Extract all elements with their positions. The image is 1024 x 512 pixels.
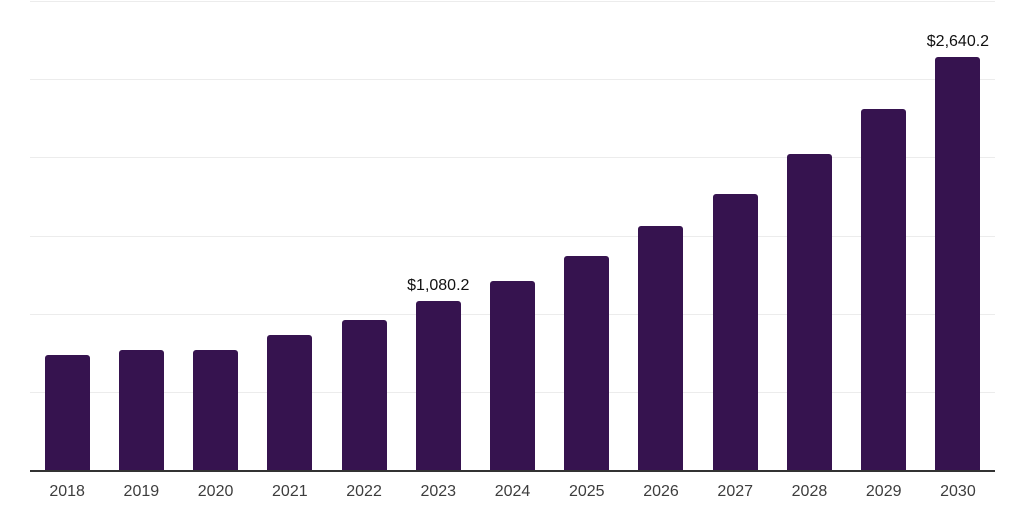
- bar-2027: [712, 194, 758, 470]
- bar-band-2025: [550, 0, 624, 470]
- bar-band-2030: $2,640.2: [921, 0, 995, 470]
- bar-band-2023: $1,080.2: [401, 0, 475, 470]
- x-tick-label-2028: 2028: [791, 483, 828, 500]
- gridline: [30, 157, 995, 159]
- bar-2021: [267, 334, 313, 470]
- x-tick-label-2022: 2022: [346, 483, 382, 500]
- bars-row: $1,080.2 $2,640.2: [30, 0, 995, 470]
- x-tick-label-2026: 2026: [643, 483, 679, 500]
- bar-band-2020: [178, 0, 252, 470]
- x-tick-label-2018: 2018: [49, 483, 85, 500]
- bar-2025: [564, 255, 610, 470]
- x-tick-label-2030: 2030: [940, 483, 976, 500]
- bar-2023: [415, 301, 461, 470]
- bar-band-2022: [327, 0, 401, 470]
- bar-2026: [638, 226, 684, 470]
- bar-2030: [935, 57, 981, 470]
- x-tick-label-2029: 2029: [865, 483, 902, 500]
- x-tick-label-2027: 2027: [717, 483, 754, 500]
- gridline: [30, 79, 995, 81]
- x-tick-label-2021: 2021: [272, 483, 308, 500]
- bar-band-2021: [253, 0, 327, 470]
- x-tick-label-2020: 2020: [197, 483, 234, 500]
- bar-2018: [44, 355, 90, 470]
- bar-2020: [193, 350, 239, 470]
- bar-band-2026: [624, 0, 698, 470]
- bar-band-2029: [847, 0, 921, 470]
- bar-2019: [118, 350, 164, 470]
- bar-band-2018: [30, 0, 104, 470]
- x-tick-label-2023: 2023: [420, 483, 457, 500]
- bar-2029: [861, 108, 907, 470]
- bar-band-2028: [772, 0, 846, 470]
- data-label-2023: $1,080.2: [407, 277, 470, 295]
- x-axis-line: [30, 470, 995, 472]
- bar-band-2024: [475, 0, 549, 470]
- gridline: [30, 235, 995, 237]
- bar-2024: [490, 280, 536, 470]
- plot-area: $1,080.2 $2,640.2 2018 2019 2020 2021 2022 202…: [30, 0, 995, 512]
- x-axis-labels: 2018 2019 2020 2021 2022 2023 2024 2025 2026 2027…: [30, 482, 995, 501]
- bar-2028: [786, 154, 832, 470]
- x-tick-label-2024: 2024: [494, 483, 531, 500]
- x-tick-label-2019: 2019: [123, 483, 160, 500]
- bar-2022: [341, 319, 387, 470]
- bar-band-2027: [698, 0, 772, 470]
- gridline: [30, 1, 995, 2]
- bar-band-2019: [104, 0, 178, 470]
- data-label-2030: $2,640.2: [926, 33, 990, 51]
- x-tick-label-2025: 2025: [568, 483, 605, 500]
